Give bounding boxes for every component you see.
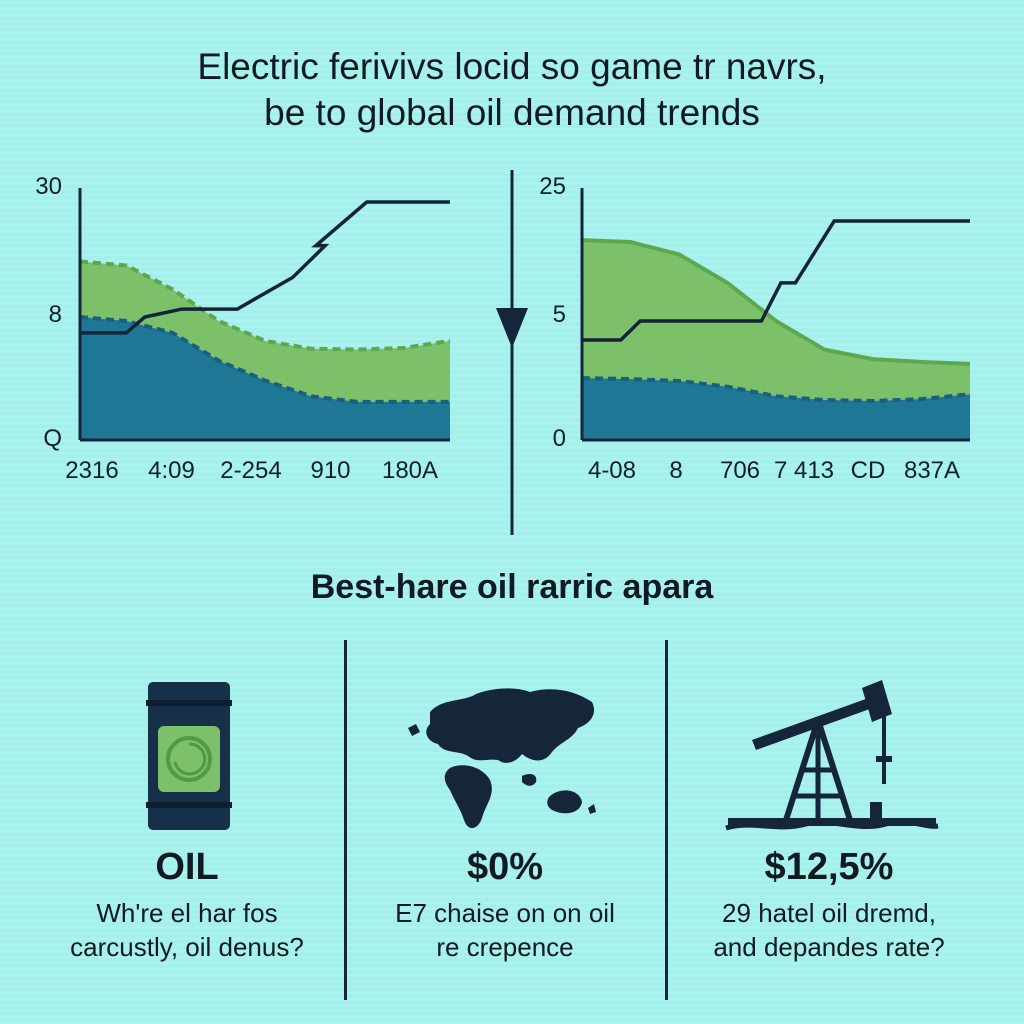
stat-divider-2 bbox=[665, 640, 668, 1000]
stat-desc-line-1: Wh're el har fos bbox=[96, 898, 278, 928]
stat-value: $12,5% bbox=[764, 846, 894, 888]
x-tick-label: 8 bbox=[669, 457, 682, 484]
y-tick-label: 5 bbox=[553, 301, 566, 328]
stat-description: 29 hatel oil dremd, and depandes rate? bbox=[664, 896, 994, 964]
x-tick-label: 706 bbox=[720, 457, 760, 484]
area-series-1 bbox=[582, 378, 970, 440]
right-area-chart: 25 5 0 4-08 8 706 7 413 CD 837A bbox=[539, 173, 971, 484]
world-map-icon bbox=[408, 688, 596, 829]
stat-desc-line-2: carcustly, oil denus? bbox=[70, 932, 304, 962]
title-line-1: Electric ferivivs locid so game tr navrs… bbox=[197, 46, 827, 87]
x-tick-label: 2316 bbox=[65, 457, 118, 484]
x-tick-label: 7 413 bbox=[774, 457, 834, 484]
x-tick-label: CD bbox=[851, 457, 886, 484]
x-tick-label: 4-08 bbox=[588, 457, 636, 484]
y-tick-label: 0 bbox=[553, 425, 566, 452]
area-edge-0 bbox=[79, 259, 451, 352]
x-tick-label: 837A bbox=[904, 457, 960, 484]
y-tick-label: Q bbox=[43, 425, 62, 452]
y-tick-label: 30 bbox=[35, 173, 62, 200]
stat-divider-1 bbox=[344, 640, 347, 1000]
title-line-2: be to global oil demand trends bbox=[264, 92, 760, 133]
y-tick-label: 8 bbox=[49, 301, 62, 328]
stat-desc-line-1: E7 chaise on on oil bbox=[395, 898, 615, 928]
area-edge-1 bbox=[581, 376, 971, 403]
x-tick-label: 910 bbox=[310, 457, 350, 484]
area-series-1 bbox=[80, 317, 450, 440]
oil-barrel-icon bbox=[146, 682, 232, 830]
stat-description: E7 chaise on on oil re crepence bbox=[340, 896, 670, 964]
stat-desc-line-2: and depandes rate? bbox=[713, 932, 945, 962]
stat-desc-line-1: 29 hatel oil dremd, bbox=[722, 898, 936, 928]
stat-description: Wh're el har fos carcustly, oil denus? bbox=[22, 896, 352, 964]
oil-pumpjack-icon bbox=[725, 680, 939, 831]
area-edge-1 bbox=[79, 315, 450, 404]
stat-desc-line-2: re crepence bbox=[436, 932, 574, 962]
page-title: Electric ferivivs locid so game tr navrs… bbox=[0, 44, 1024, 136]
line-series bbox=[80, 200, 450, 335]
x-tick-label: 4:09 bbox=[148, 457, 195, 484]
area-edge-0 bbox=[581, 238, 971, 366]
line-series bbox=[582, 219, 970, 342]
y-tick-label: 25 bbox=[539, 173, 566, 200]
stat-value: $0% bbox=[466, 846, 544, 888]
stat-value: OIL bbox=[155, 846, 219, 888]
x-tick-label: 2-254 bbox=[220, 457, 281, 484]
x-tick-label: 180A bbox=[382, 457, 438, 484]
section-heading: Best-hare oil rarric apara bbox=[310, 568, 714, 606]
down-arrow-divider-icon bbox=[496, 170, 528, 535]
